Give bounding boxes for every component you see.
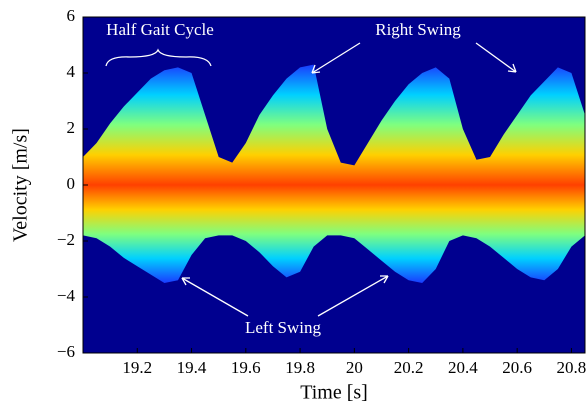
x-tick-label: 19.6 [231,358,261,377]
y-axis-label: Velocity [m/s] [10,128,32,242]
arrow-head [507,63,517,73]
y-tick-label: −4 [57,286,76,305]
y-tick-label: 2 [67,118,76,137]
arrow [311,42,361,74]
arrow-head [181,277,190,286]
y-tick-label: 0 [67,174,76,193]
x-tick-label: 20.6 [502,358,532,377]
annotation-shapes [105,42,517,317]
y-tick-label: 4 [67,62,76,81]
x-tick-label: 19.4 [177,358,207,377]
x-tick-label: 19.8 [285,358,315,377]
arrow-head [311,64,321,74]
lower-envelope [83,185,585,283]
annotation: Half Gait Cycle [106,20,214,39]
arrow [317,275,389,317]
x-axis-label: Time [s] [300,382,368,404]
x-tick-label: 20.2 [394,358,424,377]
annotation: Right Swing [375,20,461,39]
arrow [181,277,249,317]
x-tick-label: 20.8 [557,358,587,377]
arrow-head [380,275,389,284]
x-tick-label: 20 [346,358,363,377]
y-tick-label: 6 [67,6,76,25]
annotation: Left Swing [245,318,322,337]
brace [105,48,212,67]
upper-envelope [83,64,585,185]
arrow [475,42,517,73]
y-tick-label: −2 [57,230,75,249]
x-tick-label: 20.4 [448,358,478,377]
y-tick-label: −6 [57,342,75,361]
x-tick-label: 19.2 [122,358,152,377]
